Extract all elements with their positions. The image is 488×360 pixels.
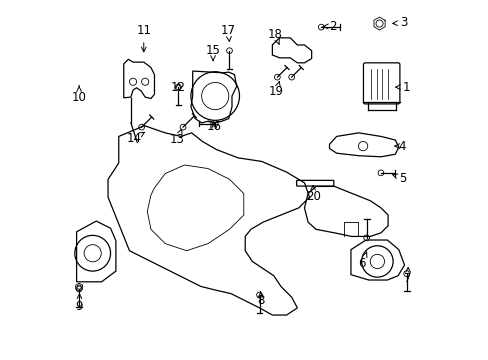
Text: 2: 2 <box>323 20 336 33</box>
Text: 6: 6 <box>357 252 366 270</box>
Text: 9: 9 <box>76 294 83 313</box>
Text: 17: 17 <box>221 24 235 41</box>
Text: 12: 12 <box>171 81 185 94</box>
Text: 19: 19 <box>268 82 284 98</box>
Text: 4: 4 <box>394 140 406 153</box>
Text: 20: 20 <box>305 185 320 203</box>
Text: 18: 18 <box>267 28 282 44</box>
Text: 5: 5 <box>392 172 405 185</box>
Text: 1: 1 <box>395 81 409 94</box>
Text: 14: 14 <box>126 132 144 145</box>
Text: 8: 8 <box>256 292 264 307</box>
Text: 3: 3 <box>392 16 407 29</box>
Text: 11: 11 <box>136 24 151 52</box>
Text: 7: 7 <box>404 267 411 285</box>
Text: 10: 10 <box>72 86 86 104</box>
Text: 16: 16 <box>206 120 221 133</box>
Text: 13: 13 <box>169 129 184 147</box>
Text: 15: 15 <box>205 44 220 60</box>
